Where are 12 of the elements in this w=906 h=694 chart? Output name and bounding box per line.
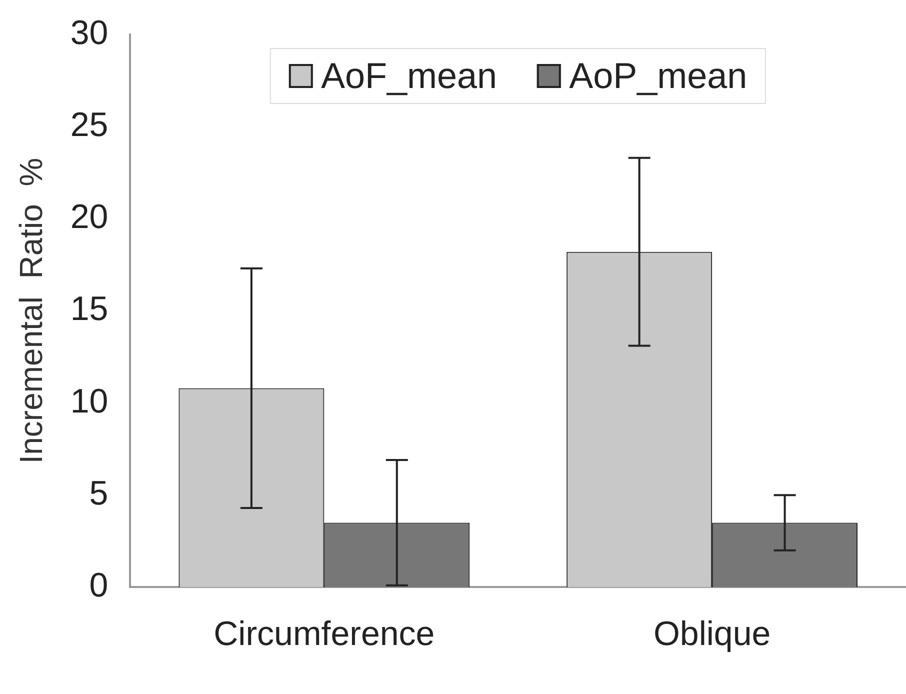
y-axis-title: Incremental Ratio % xyxy=(13,158,50,464)
y-tick-label: 30 xyxy=(70,14,108,52)
y-tick-label: 5 xyxy=(89,474,108,512)
legend-label: AoP_mean xyxy=(569,55,748,98)
y-tick-label: 0 xyxy=(89,566,108,605)
x-tick-label: Oblique xyxy=(653,614,771,653)
y-tick-label: 15 xyxy=(70,290,108,328)
legend-label: AoF_mean xyxy=(320,55,498,98)
y-tick-label: 20 xyxy=(70,198,108,236)
y-tick-label: 25 xyxy=(70,106,108,144)
y-tick-label: 10 xyxy=(70,382,108,420)
x-tick-label: Circumference xyxy=(214,614,435,653)
